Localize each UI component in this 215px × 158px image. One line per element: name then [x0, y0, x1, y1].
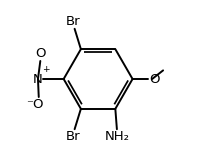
- Text: Br: Br: [66, 15, 80, 28]
- Text: ⁻O: ⁻O: [26, 98, 44, 111]
- Text: +: +: [43, 64, 50, 73]
- Text: N: N: [32, 73, 42, 85]
- Text: O: O: [35, 47, 46, 60]
- Text: O: O: [149, 73, 160, 85]
- Text: NH₂: NH₂: [105, 130, 130, 143]
- Text: Br: Br: [66, 130, 80, 143]
